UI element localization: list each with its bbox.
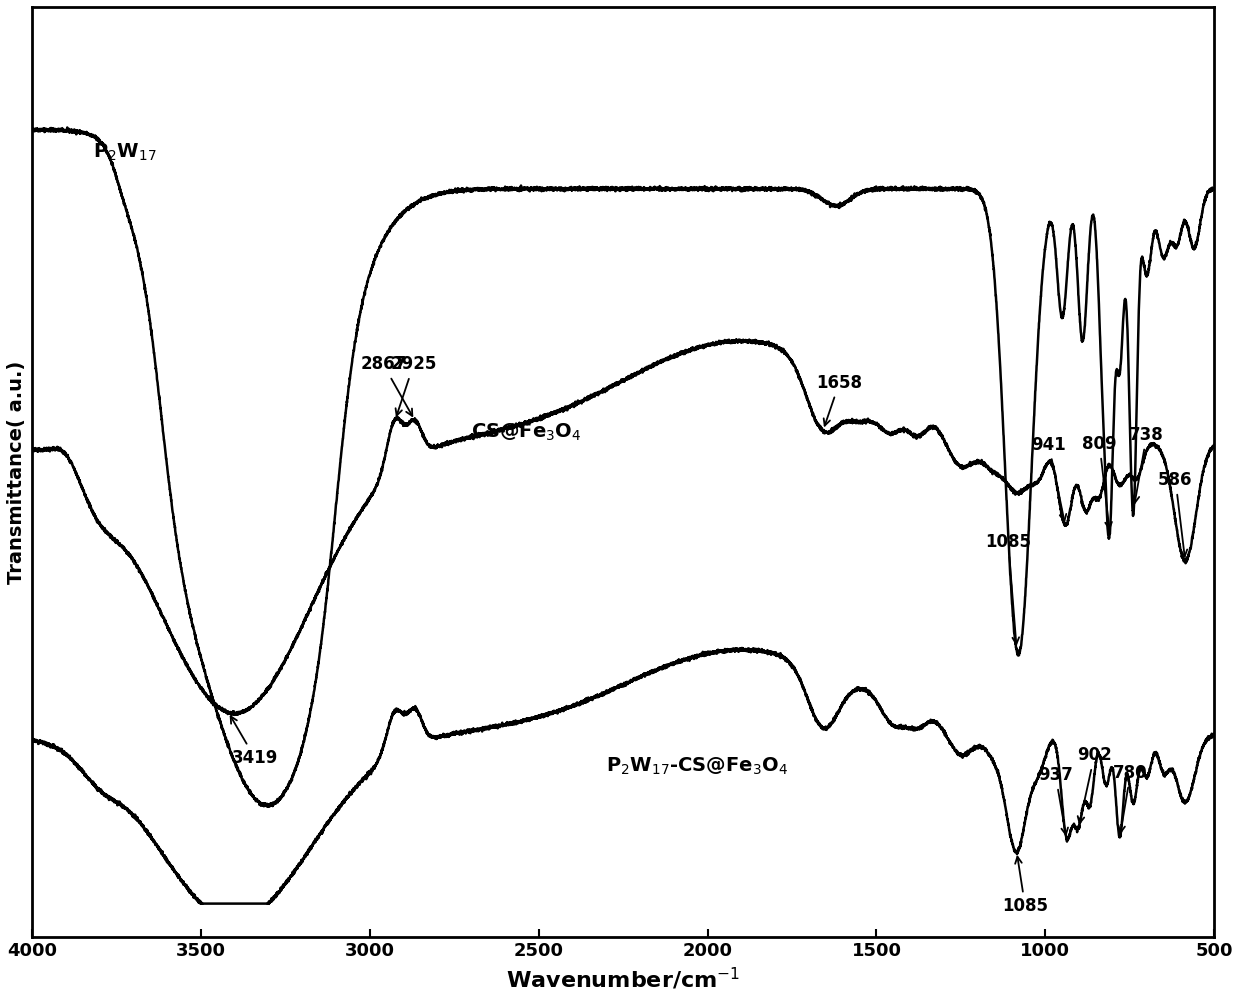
Text: 941: 941 xyxy=(1032,436,1066,521)
Text: P$_2$W$_{17}$: P$_2$W$_{17}$ xyxy=(93,142,156,164)
Text: 809: 809 xyxy=(1083,436,1117,528)
Y-axis label: Transmittance( a.u.): Transmittance( a.u.) xyxy=(7,361,26,583)
Text: 902: 902 xyxy=(1078,746,1112,823)
Text: 2925: 2925 xyxy=(391,356,436,416)
Text: 2867: 2867 xyxy=(360,356,413,416)
Text: 780: 780 xyxy=(1114,764,1148,832)
Text: 1658: 1658 xyxy=(816,374,862,426)
Text: 1085: 1085 xyxy=(1002,857,1048,915)
Text: P$_2$W$_{17}$-CS@Fe$_3$O$_4$: P$_2$W$_{17}$-CS@Fe$_3$O$_4$ xyxy=(606,755,789,776)
Text: CS@Fe$_3$O$_4$: CS@Fe$_3$O$_4$ xyxy=(471,422,582,443)
Text: 1085: 1085 xyxy=(986,533,1032,644)
Text: 937: 937 xyxy=(1038,766,1073,834)
Text: 738: 738 xyxy=(1130,426,1164,502)
X-axis label: Wavenumber/cm$^{-1}$: Wavenumber/cm$^{-1}$ xyxy=(506,966,740,992)
Text: 3419: 3419 xyxy=(231,716,278,767)
Text: 586: 586 xyxy=(1158,472,1193,556)
